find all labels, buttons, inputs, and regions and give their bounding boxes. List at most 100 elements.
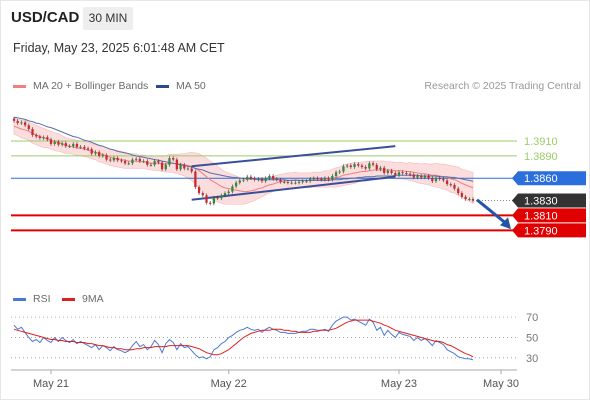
candle (334, 170, 338, 178)
forecast-arrow-shaft (476, 198, 508, 226)
candle (331, 174, 334, 182)
candle (238, 178, 241, 185)
candle (42, 135, 45, 140)
timeframe-badge[interactable]: 30 MIN (83, 7, 133, 30)
candle (209, 200, 212, 206)
candle (31, 127, 34, 137)
candle-body (60, 143, 64, 145)
candle (297, 180, 301, 185)
legend-ma50: MA 50 (156, 80, 206, 92)
candle (64, 141, 67, 149)
candle-body (127, 163, 130, 165)
candle (246, 174, 249, 182)
candle (153, 159, 156, 167)
candle (127, 161, 130, 166)
candle-body (449, 184, 452, 186)
candle-body (246, 176, 249, 180)
candle (338, 169, 341, 175)
candle-body (242, 179, 245, 181)
candle (397, 170, 401, 178)
candle-body (379, 167, 382, 170)
legend-9ma: 9MA (62, 293, 104, 305)
ma20-swatch-icon (13, 84, 26, 88)
candle-body (360, 165, 364, 168)
candle-body (105, 155, 108, 160)
candle (223, 191, 227, 198)
candle-body (186, 168, 190, 170)
forecast-arrow (476, 198, 511, 230)
candle-body (260, 178, 264, 182)
candle-body (257, 178, 260, 180)
candle-body (64, 143, 67, 147)
candle (97, 150, 101, 158)
candle (68, 144, 71, 149)
legend-ma50-label: MA 50 (176, 80, 206, 92)
candle-body (471, 199, 475, 201)
candle (86, 146, 90, 152)
candle (408, 171, 412, 177)
candle (405, 171, 408, 176)
level-tag-text: 1.3810 (524, 210, 558, 222)
candle (294, 180, 297, 185)
rsi-line (13, 316, 474, 361)
candle-body (101, 155, 104, 157)
candle (194, 169, 197, 189)
candle (212, 195, 216, 206)
ma50-swatch-icon (156, 84, 169, 88)
candle (371, 161, 375, 167)
candle-body (46, 137, 49, 140)
candle (264, 176, 267, 184)
candle-body (38, 136, 42, 138)
candle (231, 184, 234, 194)
candle (275, 177, 278, 182)
candle (46, 135, 49, 142)
candle (390, 168, 393, 175)
candle-body (201, 193, 204, 196)
candle-body (434, 178, 438, 182)
candle-body (16, 120, 19, 124)
candle-body (190, 168, 193, 172)
candle (379, 165, 382, 172)
candle-body (135, 158, 138, 160)
candle (112, 156, 116, 163)
candle (220, 193, 223, 201)
candle (257, 177, 260, 182)
candle (386, 168, 390, 175)
candle-body (194, 171, 197, 188)
x-tick-label: May 23 (381, 378, 417, 390)
candle (353, 162, 356, 169)
candle (427, 174, 430, 181)
level-tag-1.3830: 1.3830 (512, 193, 586, 208)
level-tag-text: 1.3860 (524, 173, 558, 185)
candle-body (31, 129, 34, 135)
candle (260, 177, 264, 184)
candle-body (157, 161, 160, 163)
candle-body (364, 167, 367, 169)
candle (20, 120, 23, 125)
level-tag-1.3890: 1.3890 (524, 151, 558, 163)
candle (146, 159, 149, 167)
trend-channel (191, 145, 396, 201)
candle-body (253, 178, 256, 180)
candle-body (420, 175, 423, 178)
candle-body (220, 195, 223, 199)
candle (308, 177, 312, 184)
candle-body (231, 186, 234, 192)
candle (190, 166, 193, 174)
rsi-tick-label: 50 (526, 332, 538, 344)
candle (105, 153, 108, 162)
candle-body (160, 162, 164, 170)
candle-body (412, 174, 415, 178)
candle (445, 178, 449, 187)
candle-body (86, 148, 90, 150)
candle (12, 116, 16, 123)
candle (242, 177, 245, 183)
candle-body (445, 180, 449, 185)
candle-body (423, 175, 427, 178)
candle-body (271, 175, 275, 179)
candle-body (357, 164, 360, 166)
candle-body (57, 141, 60, 145)
candle (471, 197, 475, 203)
candle (253, 176, 256, 182)
